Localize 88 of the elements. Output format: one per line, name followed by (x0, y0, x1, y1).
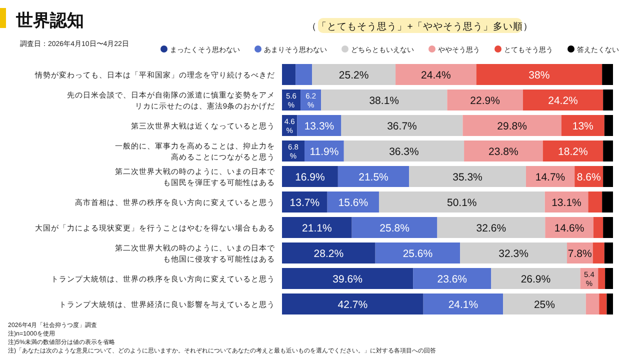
data-label: 7.8% (568, 248, 592, 260)
bar (542, 140, 604, 162)
bar (460, 242, 567, 264)
data-label: 42.7% (338, 299, 368, 311)
bar (282, 294, 424, 314)
bar (476, 64, 602, 85)
bar (409, 166, 526, 187)
bar (282, 268, 414, 289)
data-label: 36.7% (387, 120, 417, 132)
bar (491, 268, 580, 289)
bar (312, 64, 396, 85)
bar (396, 64, 476, 85)
data-label: 14.7% (535, 172, 566, 184)
bar (282, 166, 338, 187)
bar (282, 242, 376, 264)
bar (602, 192, 613, 212)
bar (344, 140, 464, 162)
data-label: 29.8% (497, 120, 527, 132)
data-label: 25% (534, 299, 555, 311)
bar (282, 217, 352, 238)
bar (321, 90, 448, 110)
data-label: 35.3% (452, 172, 482, 184)
data-label: 24.4% (421, 70, 451, 82)
data-label: 28.2% (314, 248, 344, 260)
bar (606, 294, 613, 314)
bar (561, 115, 604, 136)
data-label: 21.1% (302, 222, 332, 234)
data-label: 38.1% (369, 95, 400, 107)
bar (462, 115, 562, 136)
data-label: 32.6% (476, 222, 506, 234)
data-label: 13.7% (290, 197, 320, 209)
bar (526, 166, 575, 187)
bar (522, 90, 604, 110)
bar (378, 192, 545, 212)
data-label: 13.1% (552, 197, 582, 209)
data-label: 18.2% (558, 146, 588, 158)
bar (447, 90, 523, 110)
data-label: 23.8% (488, 146, 518, 158)
data-label: 23.6% (437, 274, 468, 286)
bar (599, 294, 607, 314)
data-label: 13.3% (304, 120, 334, 132)
bar (604, 242, 613, 264)
bar (603, 166, 613, 187)
bar (602, 64, 613, 85)
bar (603, 140, 613, 162)
data-label: 24.2% (548, 95, 578, 107)
bar (352, 217, 438, 238)
bar (296, 64, 312, 85)
data-label: 16.9% (295, 172, 325, 184)
data-label: 22.9% (470, 95, 500, 107)
bar (588, 192, 602, 212)
bar (503, 294, 586, 314)
data-label: 25.2% (338, 70, 369, 82)
bar (545, 217, 594, 238)
data-label: 39.6% (332, 274, 362, 286)
bar (592, 242, 604, 264)
data-label: 50.1% (447, 197, 477, 209)
bar (464, 140, 543, 162)
bar (604, 115, 613, 136)
data-label: 14.6% (554, 222, 584, 234)
bar (603, 90, 613, 110)
bar (598, 268, 606, 289)
bar (593, 217, 604, 238)
bar (423, 294, 504, 314)
data-label: 32.3% (498, 248, 528, 260)
data-label: 24.1% (448, 299, 478, 311)
data-label: 15.6% (338, 197, 368, 209)
data-label: 11.9% (310, 146, 339, 158)
chart-subtitle: （「とてもそう思う」+「ややそう思う」多い順） (307, 20, 533, 32)
bar (437, 217, 546, 238)
bar (586, 294, 600, 314)
bar (338, 166, 410, 187)
bar (605, 268, 613, 289)
data-label: 25.8% (380, 222, 410, 234)
text: 世界認知 (15, 11, 84, 30)
data-label: 25.6% (402, 248, 433, 260)
data-label: 21.5% (358, 172, 388, 184)
data-label: 36.3% (389, 146, 419, 158)
bar (282, 192, 328, 212)
bar (341, 115, 463, 136)
data-label: 26.9% (520, 274, 551, 286)
data-label: 8.6% (576, 172, 601, 184)
data-label: 38% (528, 70, 550, 82)
bar (603, 217, 613, 238)
bar (413, 268, 492, 289)
data-label: 13% (572, 120, 594, 132)
bar (375, 242, 460, 264)
bar (282, 64, 296, 85)
